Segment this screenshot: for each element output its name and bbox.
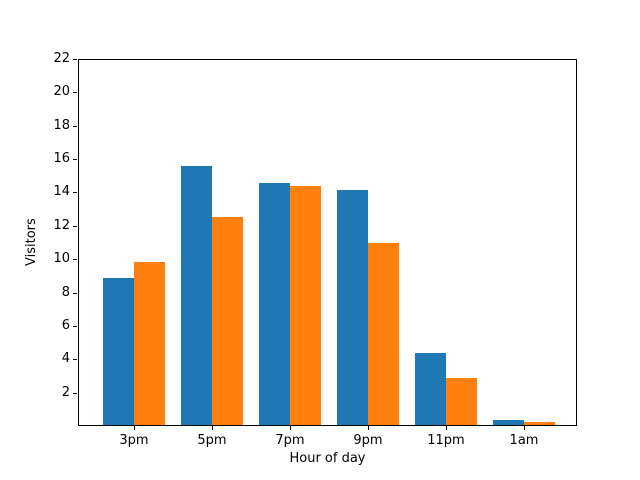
bar-orange-7pm [290, 186, 321, 425]
y-tick-label-2: 2 [61, 384, 70, 400]
y-tick-mark-10 [73, 259, 77, 261]
bar-blue-1am [493, 420, 524, 425]
bar-orange-1am [524, 421, 555, 425]
x-axis-label: Hour of day [289, 451, 366, 466]
y-tick-mark-2 [73, 392, 77, 394]
bar-blue-5pm [181, 166, 212, 425]
bar-orange-5pm [212, 216, 243, 425]
x-tick-label-3pm: 3pm [119, 433, 149, 448]
x-tick-label-5pm: 5pm [197, 433, 227, 448]
bar-blue-9pm [337, 189, 368, 425]
y-tick-mark-4 [73, 359, 77, 361]
y-tick-mark-8 [73, 292, 77, 294]
y-tick-label-14: 14 [53, 184, 70, 200]
y-tick-mark-14 [73, 192, 77, 194]
x-tick-mark-11pm [446, 426, 447, 430]
x-tick-label-7pm: 7pm [275, 433, 305, 448]
bar-blue-11pm [415, 353, 446, 425]
x-tick-mark-7pm [290, 426, 291, 430]
bar-orange-9pm [368, 243, 399, 425]
x-tick-mark-9pm [368, 426, 369, 430]
y-tick-label-18: 18 [53, 117, 70, 133]
bar-orange-3pm [134, 261, 165, 425]
plot-area [78, 59, 577, 426]
y-tick-mark-20 [73, 92, 77, 94]
y-tick-label-16: 16 [53, 151, 70, 167]
y-tick-label-6: 6 [61, 317, 70, 333]
y-tick-label-20: 20 [53, 84, 70, 100]
y-tick-label-22: 22 [53, 51, 70, 66]
bar-orange-11pm [446, 378, 477, 425]
y-tick-label-12: 12 [53, 217, 70, 233]
x-tick-label-1am: 1am [509, 433, 539, 448]
y-tick-mark-16 [73, 159, 77, 161]
bar-blue-3pm [103, 278, 134, 425]
x-tick-label-11pm: 11pm [427, 433, 465, 448]
y-axis-label: Visitors [24, 218, 39, 267]
x-tick-label-9pm: 9pm [353, 433, 383, 448]
y-tick-mark-22 [73, 59, 77, 60]
y-tick-mark-18 [73, 125, 77, 127]
y-tick-mark-12 [73, 225, 77, 227]
y-tick-label-10: 10 [53, 251, 70, 267]
x-tick-mark-3pm [134, 426, 135, 430]
y-tick-mark-6 [73, 325, 77, 327]
bar-blue-7pm [259, 183, 290, 425]
x-tick-mark-1am [524, 426, 525, 430]
y-tick-label-8: 8 [61, 284, 70, 300]
y-tick-label-4: 4 [61, 351, 70, 367]
bars-layer [79, 60, 576, 425]
x-tick-mark-5pm [212, 426, 213, 430]
